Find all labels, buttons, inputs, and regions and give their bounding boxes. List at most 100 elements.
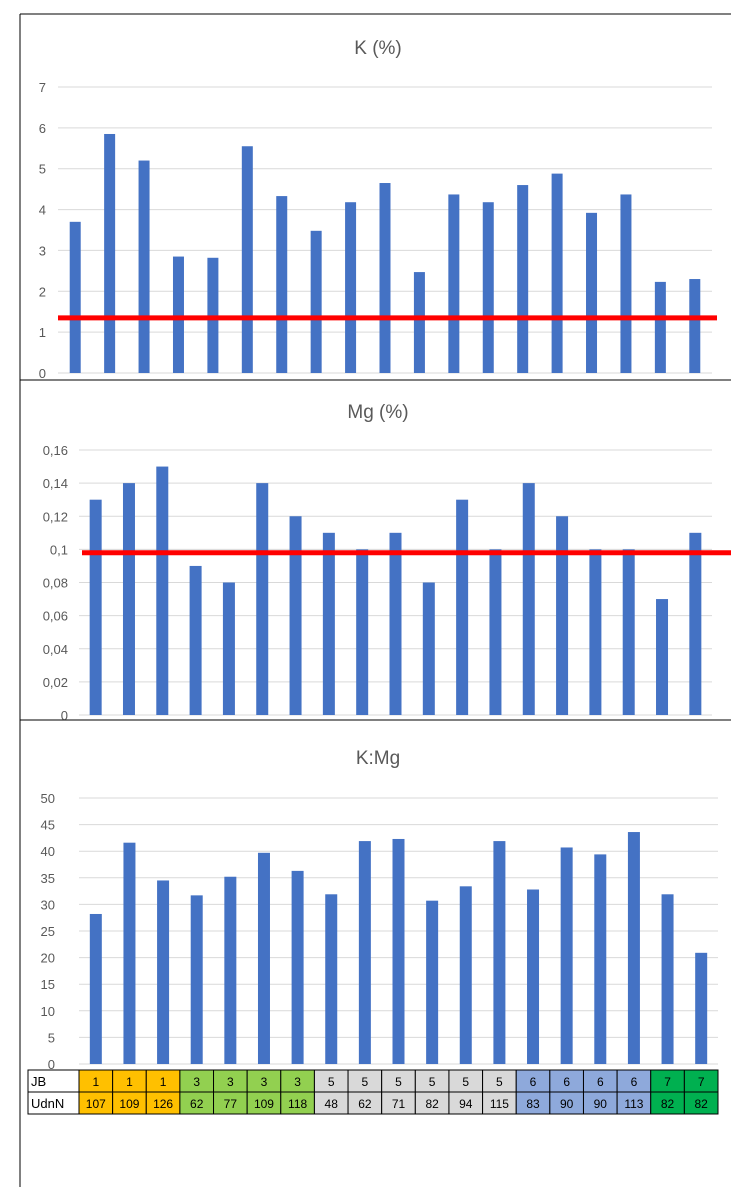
table-cell-jb: 3 xyxy=(294,1075,301,1089)
bar xyxy=(89,913,102,1064)
bar xyxy=(138,160,150,373)
y-tick-label: 45 xyxy=(41,818,55,833)
y-tick-label: 25 xyxy=(41,924,55,939)
table-cell-jb: 5 xyxy=(429,1075,436,1089)
table-cell-udnn: 118 xyxy=(288,1097,307,1111)
bar xyxy=(389,532,402,715)
y-tick-label: 35 xyxy=(41,871,55,886)
y-tick-label: 50 xyxy=(41,791,55,806)
y-tick-label: 1 xyxy=(39,325,46,340)
table-cell-jb: 1 xyxy=(160,1075,167,1089)
bar xyxy=(661,894,674,1064)
bar xyxy=(560,847,573,1064)
bar xyxy=(689,532,702,715)
table-cell-jb: 3 xyxy=(227,1075,234,1089)
table-cell-udnn: 113 xyxy=(624,1097,643,1111)
y-tick-label: 0,02 xyxy=(43,675,68,690)
table-cell-udnn: 90 xyxy=(594,1097,608,1111)
bar xyxy=(104,133,116,373)
bar xyxy=(426,900,439,1064)
y-tick-label: 0 xyxy=(48,1057,55,1072)
table-cell-udnn: 109 xyxy=(119,1097,139,1111)
bar xyxy=(257,852,270,1064)
table-cell-jb: 6 xyxy=(530,1075,537,1089)
bar xyxy=(517,185,529,373)
y-tick-label: 0,1 xyxy=(50,542,68,557)
y-tick-label: 4 xyxy=(39,203,46,218)
table-cell-jb: 1 xyxy=(126,1075,133,1089)
table-cell-udnn: 48 xyxy=(325,1097,339,1111)
table-row-header: JB xyxy=(31,1074,46,1089)
bar xyxy=(489,549,502,715)
bar xyxy=(456,499,469,715)
table-cell-jb: 5 xyxy=(395,1075,402,1089)
bar xyxy=(656,599,669,715)
y-tick-label: 20 xyxy=(41,951,55,966)
bar xyxy=(358,841,371,1064)
bar xyxy=(276,196,288,373)
table-cell-udnn: 109 xyxy=(254,1097,274,1111)
table-cell-jb: 6 xyxy=(563,1075,570,1089)
y-tick-label: 6 xyxy=(39,121,46,136)
chart-title-mg: Mg (%) xyxy=(347,402,408,423)
bar xyxy=(224,876,237,1064)
bar xyxy=(190,895,203,1064)
table-cell-udnn: 82 xyxy=(695,1097,709,1111)
table-cell-jb: 6 xyxy=(631,1075,638,1089)
bar xyxy=(123,842,136,1064)
bar xyxy=(189,565,202,715)
bar xyxy=(586,212,598,373)
bar xyxy=(620,194,632,373)
bar xyxy=(422,582,435,715)
table-cell-jb: 3 xyxy=(193,1075,200,1089)
y-tick-label: 0,06 xyxy=(43,609,68,624)
bar xyxy=(627,832,640,1064)
y-tick-label: 2 xyxy=(39,284,46,299)
bar xyxy=(482,202,494,373)
chart-title-k: K (%) xyxy=(354,38,402,59)
table-cell-jb: 5 xyxy=(362,1075,369,1089)
bar xyxy=(594,854,607,1064)
table-cell-jb: 6 xyxy=(597,1075,604,1089)
table-cell xyxy=(683,1091,719,1115)
y-tick-label: 0,12 xyxy=(43,509,68,524)
bar xyxy=(654,281,666,373)
bar xyxy=(589,549,602,715)
y-tick-label: 0 xyxy=(61,708,68,723)
table-cell-udnn: 90 xyxy=(560,1097,574,1111)
bar xyxy=(122,483,135,715)
table-cell-udnn: 62 xyxy=(358,1097,372,1111)
bar xyxy=(551,173,563,373)
bar xyxy=(459,886,472,1064)
y-tick-label: 0,08 xyxy=(43,576,68,591)
chart-k: 0 1 2 3 4 5 6 7 xyxy=(39,80,717,381)
chart-kmg: 0 5 10 15 20 25 30 35 40 45 50 xyxy=(41,791,718,1072)
table-cell-jb: 1 xyxy=(92,1075,99,1089)
y-tick-label: 5 xyxy=(39,162,46,177)
y-tick-label: 0,16 xyxy=(43,443,68,458)
bar xyxy=(222,582,235,715)
table-cell-jb: 5 xyxy=(496,1075,503,1089)
table-cell-jb: 5 xyxy=(328,1075,335,1089)
table-cell-udnn: 82 xyxy=(425,1097,439,1111)
bar xyxy=(522,483,535,715)
bar xyxy=(172,256,184,373)
bar xyxy=(379,183,391,373)
table-cell-jb: 3 xyxy=(261,1075,268,1089)
y-tick-label: 7 xyxy=(39,80,46,95)
bar xyxy=(291,870,304,1064)
table-cell-udnn: 71 xyxy=(392,1097,406,1111)
bar xyxy=(322,532,335,715)
bar xyxy=(89,499,102,715)
bar xyxy=(556,516,569,715)
bar xyxy=(413,272,425,373)
table-cell-udnn: 107 xyxy=(86,1097,106,1111)
table-row-header: UdnN xyxy=(31,1096,64,1111)
table-cell-jb: 5 xyxy=(462,1075,469,1089)
bar xyxy=(241,146,253,373)
bar xyxy=(289,516,302,715)
table-cell-udnn: 126 xyxy=(153,1097,173,1111)
